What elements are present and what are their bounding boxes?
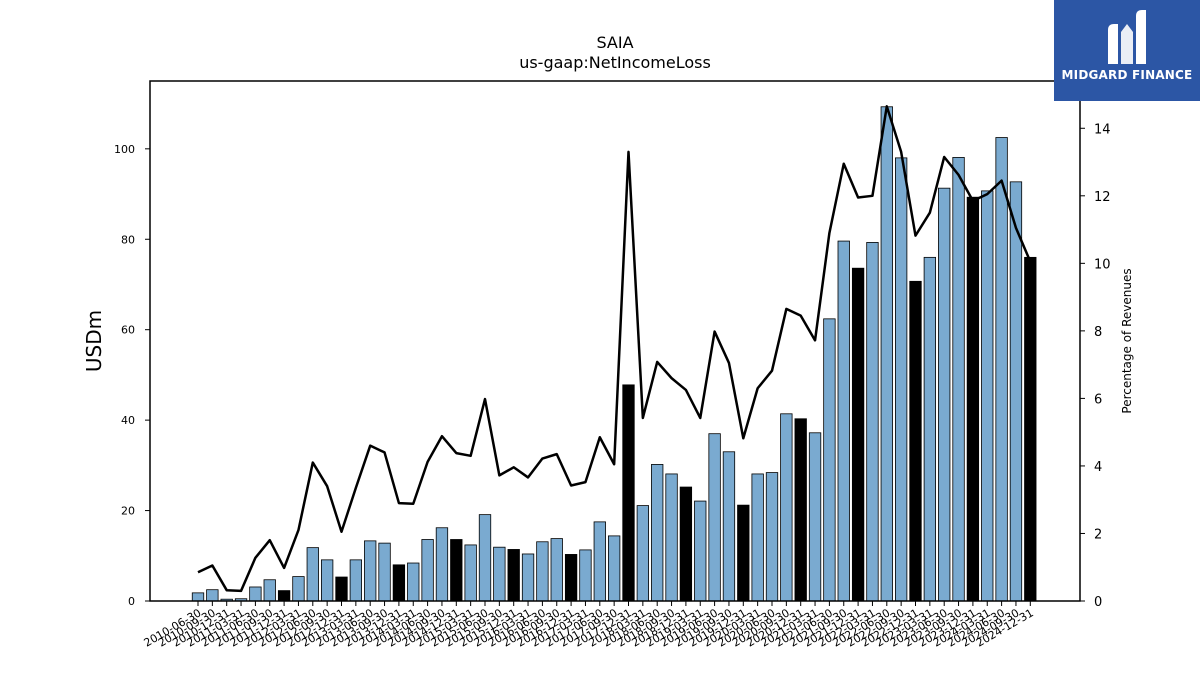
y2-tick-label: 10: [1094, 257, 1111, 272]
bar: [823, 318, 836, 602]
bar: [507, 549, 520, 602]
bar: [478, 514, 492, 602]
y2-tick-label: 2: [1094, 527, 1102, 542]
bar: [292, 576, 305, 602]
bar: [249, 586, 262, 602]
bar: [751, 473, 764, 602]
bar: [407, 562, 420, 602]
bar: [536, 541, 549, 602]
bar: [435, 527, 449, 602]
y2-axis-label: Percentage of Revenues: [1120, 268, 1134, 413]
bar: [952, 157, 965, 602]
bar: [306, 547, 319, 602]
bar: [636, 505, 649, 602]
y2-tick-label: 12: [1094, 190, 1111, 205]
y-tick-label: 60: [121, 324, 135, 337]
bar: [694, 500, 707, 602]
chart-title: SAIA: [596, 33, 633, 52]
bar: [966, 196, 980, 602]
chart-subtitle: us-gaap:NetIncomeLoss: [519, 53, 711, 72]
y2-tick-label: 0: [1094, 595, 1102, 610]
bar: [493, 546, 506, 602]
bar: [550, 538, 563, 602]
bar: [851, 267, 865, 602]
y-tick-label: 80: [121, 233, 135, 246]
bar: [579, 549, 592, 602]
bar: [722, 451, 736, 602]
y-tick-label: 0: [128, 595, 135, 608]
bar: [1009, 181, 1023, 602]
y-axis-right: 0 2 4 6 8 10 12 14: [1080, 122, 1111, 610]
bar: [1024, 256, 1037, 602]
bar: [450, 539, 463, 602]
y-axis-left: 0 20 40 60 80 100: [114, 143, 150, 608]
bar: [995, 137, 1008, 602]
brand-logo: MIDGARD FINANCE: [1054, 0, 1200, 101]
y-tick-label: 100: [114, 143, 135, 156]
bar: [909, 280, 922, 602]
plot-frame: [149, 80, 1081, 602]
bar: [651, 464, 664, 602]
bar: [880, 106, 893, 602]
bar: [794, 418, 807, 602]
line-series: [197, 105, 1032, 593]
bar: [679, 486, 693, 602]
bar: [866, 242, 879, 602]
bar: [665, 473, 678, 602]
bar: [349, 559, 363, 602]
bar: [392, 564, 406, 602]
bar: [923, 256, 936, 602]
bar: [378, 542, 391, 602]
bar: [206, 589, 219, 602]
bar-series: [191, 106, 1037, 602]
y2-tick-label: 8: [1094, 325, 1102, 340]
percentage-line: [197, 105, 1032, 593]
bar: [521, 553, 535, 602]
bar: [780, 413, 793, 602]
bar: [895, 157, 908, 602]
midgard-logo-icon: [1108, 10, 1146, 64]
bar: [364, 540, 377, 602]
x-axis: 2010-06-302010-09-302010-12-312011-03-31…: [142, 601, 1036, 650]
bar: [622, 384, 635, 602]
brand-name: MIDGARD FINANCE: [1061, 68, 1193, 82]
y-axis-label: USDm: [82, 310, 106, 372]
bar: [837, 240, 850, 602]
bar: [938, 187, 951, 602]
y2-tick-label: 6: [1094, 392, 1102, 407]
bar: [263, 579, 276, 602]
bar: [320, 559, 334, 602]
bar: [277, 590, 291, 602]
bar: [421, 539, 434, 602]
bar: [708, 433, 721, 602]
bar: [765, 472, 779, 602]
bar: [593, 521, 606, 602]
bar: [808, 432, 822, 602]
bar: [335, 576, 348, 602]
bar: [564, 554, 578, 602]
bar: [191, 592, 205, 602]
y-tick-label: 20: [121, 505, 135, 518]
bar: [608, 535, 621, 602]
bar: [737, 504, 750, 602]
y2-tick-label: 14: [1094, 122, 1111, 137]
bar: [464, 544, 477, 602]
bar: [981, 190, 994, 602]
y2-tick-label: 4: [1094, 460, 1102, 475]
y-tick-label: 40: [121, 414, 135, 427]
